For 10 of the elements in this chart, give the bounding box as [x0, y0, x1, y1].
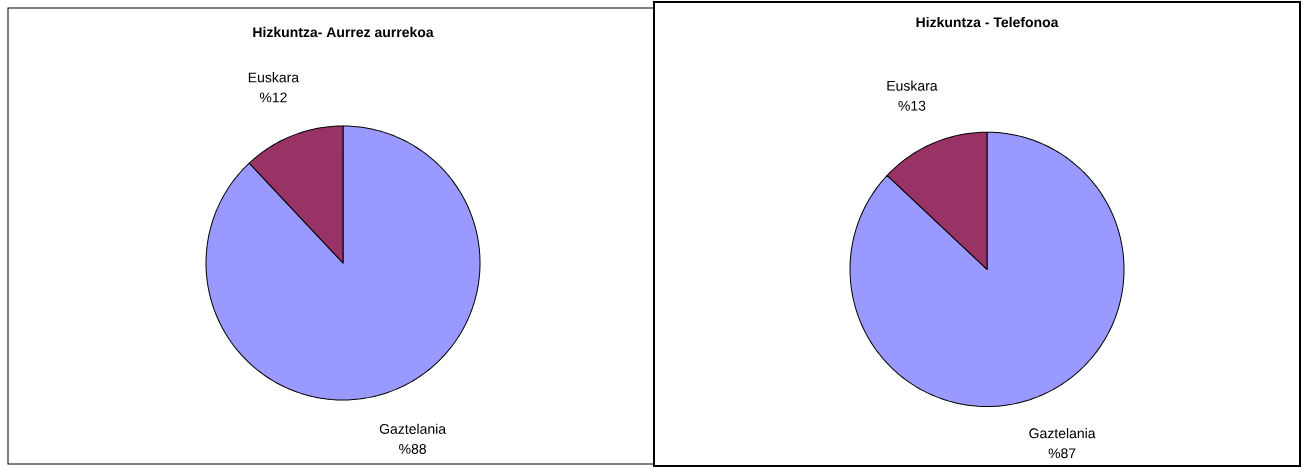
data-label: %13	[898, 100, 926, 111]
data-label: %12	[259, 92, 287, 103]
data-label: %87	[1048, 448, 1076, 459]
chart-title: Hizkuntza- Aurrez aurrekoa	[253, 26, 434, 38]
data-label: %88	[399, 444, 426, 454]
slice-label: Euskara	[887, 80, 938, 91]
slice-label: Gaztelania	[1029, 427, 1096, 439]
slice-label: Euskara	[248, 72, 300, 83]
chart-title: Hizkuntza - Telefonoa	[916, 16, 1059, 28]
slice-label: Gaztelania	[379, 423, 447, 434]
